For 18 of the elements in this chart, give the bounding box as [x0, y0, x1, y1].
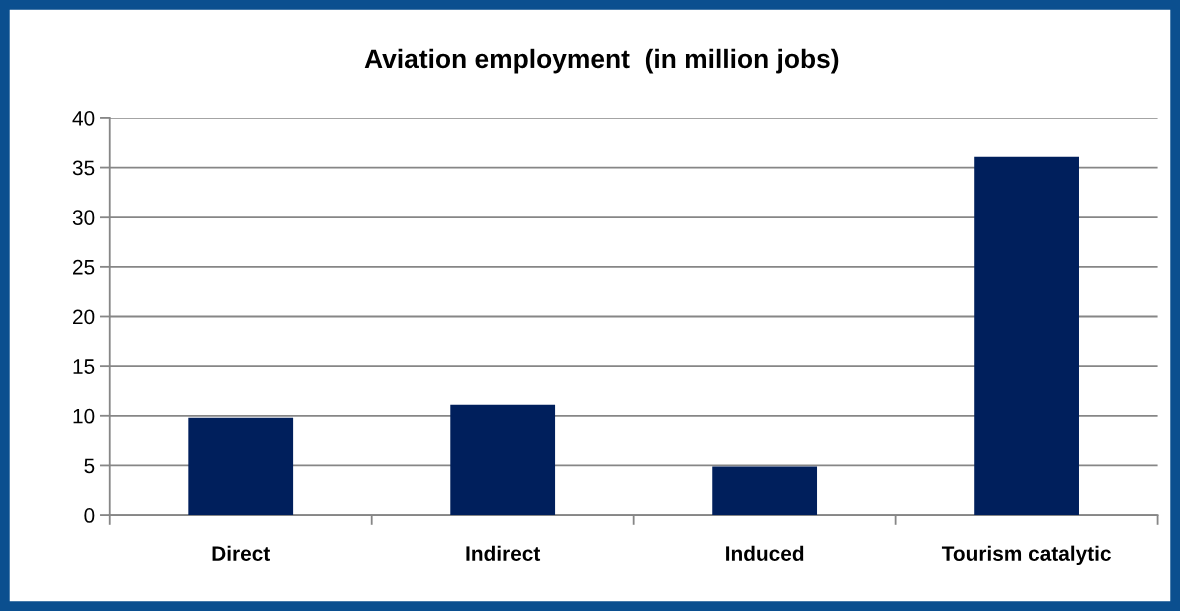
y-tick-label: 25: [73, 259, 95, 275]
bar: [712, 466, 818, 516]
bar: [450, 404, 556, 516]
y-tick-label: 5: [84, 458, 95, 474]
bar: [188, 417, 294, 516]
chart-title: Aviation employment (in million jobs): [364, 48, 839, 74]
y-tick-label: 15: [73, 359, 95, 374]
y-tick-label: 10: [73, 408, 95, 424]
y-tick-label: 20: [73, 309, 95, 325]
bar: [974, 156, 1079, 516]
y-tick-label: 35: [72, 160, 95, 176]
y-tick-label: 30: [72, 210, 95, 225]
x-tick-label: Indirect: [466, 545, 541, 561]
y-tick-label: 0: [84, 508, 95, 523]
x-tick-label: Tourism catalytic: [941, 545, 1111, 566]
y-tick-label: 40: [72, 110, 95, 126]
x-tick-label: Direct: [212, 545, 270, 561]
x-tick-label: Induced: [726, 545, 804, 561]
